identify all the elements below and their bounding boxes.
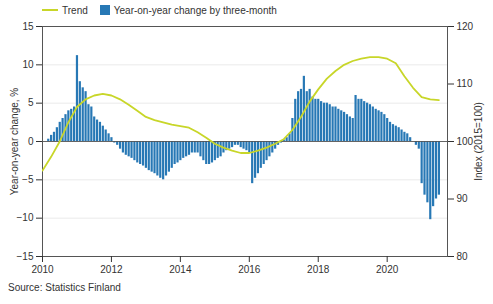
- svg-text:2012: 2012: [100, 264, 123, 275]
- svg-text:110: 110: [457, 78, 473, 89]
- svg-text:100: 100: [457, 136, 474, 147]
- svg-text:2016: 2016: [238, 264, 261, 275]
- html-text:Trend: Trend: [62, 4, 88, 16]
- svg-text:−5: −5: [22, 174, 34, 185]
- svg-text:0: 0: [28, 136, 34, 147]
- svg-text:15: 15: [22, 21, 34, 32]
- svg-text:120: 120: [457, 21, 474, 32]
- svg-text:−10: −10: [17, 212, 34, 223]
- svg-text:2018: 2018: [307, 264, 330, 275]
- html-text:Source: Statistics Finland: Source: Statistics Finland: [8, 282, 121, 293]
- svg-text:10: 10: [22, 59, 34, 70]
- svg-text:2010: 2010: [31, 264, 54, 275]
- svg-text:5: 5: [28, 97, 34, 108]
- svg-text:Year-on-year change, %: Year-on-year change, %: [9, 88, 20, 196]
- svg-text:−15: −15: [17, 251, 34, 262]
- svg-text:2020: 2020: [376, 264, 399, 275]
- svg-text:Index (2015=100): Index (2015=100): [473, 102, 484, 181]
- svg-text:2014: 2014: [169, 264, 192, 275]
- svg-text:90: 90: [457, 193, 469, 204]
- html-text:Year-on-year change by three-m: Year-on-year change by three-month: [113, 4, 277, 16]
- svg-text:80: 80: [457, 251, 469, 262]
